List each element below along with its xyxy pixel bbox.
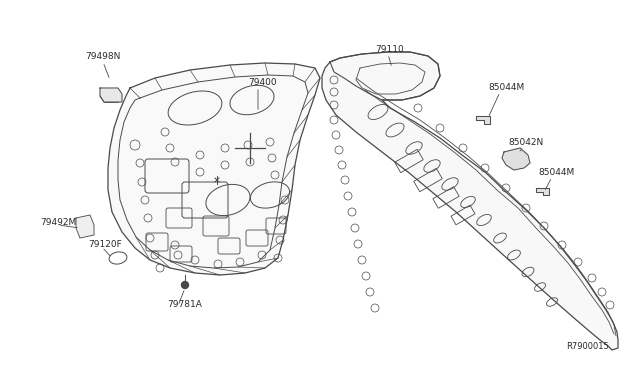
Text: 79492M: 79492M <box>40 218 76 227</box>
Bar <box>433 187 459 208</box>
Bar <box>451 205 475 225</box>
Bar <box>395 149 423 173</box>
Text: R7900015: R7900015 <box>566 342 609 351</box>
Polygon shape <box>502 148 530 170</box>
Polygon shape <box>476 116 490 124</box>
Text: 79120F: 79120F <box>88 240 122 249</box>
Polygon shape <box>100 88 122 102</box>
Text: 85042N: 85042N <box>508 138 543 147</box>
Polygon shape <box>536 188 548 195</box>
Polygon shape <box>108 63 320 275</box>
Text: 85044M: 85044M <box>538 168 574 177</box>
Bar <box>413 168 442 192</box>
Polygon shape <box>322 52 618 350</box>
Text: 79498N: 79498N <box>85 52 120 61</box>
Polygon shape <box>76 215 94 238</box>
Text: 79110: 79110 <box>375 45 404 54</box>
Circle shape <box>182 282 189 289</box>
Text: 79400: 79400 <box>248 78 276 87</box>
Text: 85044M: 85044M <box>488 83 524 92</box>
Text: 79781A: 79781A <box>167 300 202 309</box>
